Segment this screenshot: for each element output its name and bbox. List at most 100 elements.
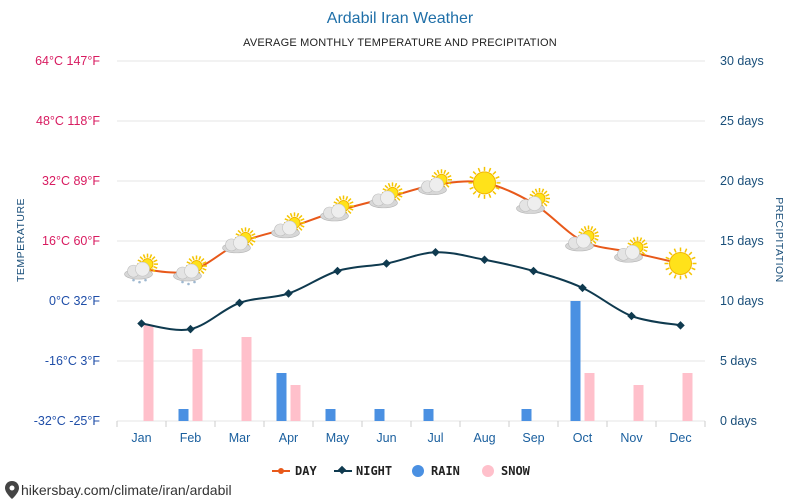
right-tick-label: 10 days — [720, 294, 764, 308]
sun-ray — [578, 231, 583, 235]
sun-ray — [286, 214, 291, 219]
sun-ray — [472, 171, 477, 175]
sun-ray — [673, 274, 677, 279]
sun-ray — [641, 251, 646, 256]
sun-ray — [684, 274, 688, 279]
sun-ray — [447, 181, 452, 185]
sun-ray — [590, 226, 594, 231]
legend-night[interactable]: NIGHT — [334, 464, 392, 478]
sun-disc — [669, 252, 692, 275]
month-label: Mar — [229, 431, 251, 445]
cloud-part — [576, 233, 591, 249]
sun-ray — [691, 267, 696, 271]
sun-ray — [629, 239, 634, 244]
month-label: Jun — [376, 431, 396, 445]
right-tick-label: 15 days — [720, 234, 764, 248]
sun-ray — [202, 261, 207, 265]
snow-bar — [241, 337, 252, 421]
sun-ray — [433, 171, 438, 176]
month-label: Nov — [620, 431, 643, 445]
rain-bar — [423, 409, 434, 421]
sun-ray — [443, 169, 447, 175]
right-tick-label: 30 days — [720, 54, 764, 68]
sun-ray — [235, 233, 240, 237]
snowflake — [132, 278, 135, 282]
sun-ray — [492, 190, 497, 195]
sun-ray — [300, 218, 305, 222]
sun-ray — [477, 193, 481, 198]
rain-bar — [276, 373, 287, 421]
right-axis-title: PRECIPITATION — [773, 197, 785, 282]
sun-ray — [251, 239, 256, 243]
month-labels: Jan Feb Mar Apr May Jun Jul Aug Sep Oct Nov Dec — [131, 431, 691, 445]
sun-ray — [347, 198, 352, 202]
partly-cloudy-icon — [369, 182, 403, 209]
sun-ray — [198, 256, 202, 261]
sun-ray — [139, 256, 144, 261]
sun-ray — [338, 196, 342, 201]
month-label: Jul — [428, 431, 444, 445]
footer-link[interactable]: hikersbay.com/climate/iran/ardabil — [5, 481, 232, 499]
night-point — [284, 289, 293, 298]
snowflake — [138, 280, 141, 284]
sun-ray — [300, 224, 305, 228]
month-label: Sep — [522, 431, 544, 445]
month-label: Jan — [131, 431, 151, 445]
partly-cloudy-icon — [320, 195, 354, 222]
legend-rain[interactable]: RAIN — [412, 464, 460, 478]
left-tick-label: -16°C 3°F — [45, 354, 101, 368]
sun-ray — [643, 249, 648, 252]
snowflake — [144, 278, 147, 282]
legend-snow[interactable]: SNOW — [482, 464, 531, 478]
sun-ray — [335, 198, 340, 202]
legend-day-label: DAY — [295, 464, 317, 478]
partly-cloudy-icon — [271, 212, 305, 239]
cloud-part — [282, 220, 297, 236]
sun-ray — [431, 175, 436, 178]
sun-ray — [632, 237, 636, 242]
legend-rain-label: RAIN — [431, 464, 460, 478]
sun-ray — [153, 259, 158, 263]
sun-ray — [247, 227, 251, 233]
month-label: Feb — [180, 431, 202, 445]
sun-ray — [251, 233, 256, 237]
cloud-part — [380, 190, 395, 206]
sun-ray — [345, 196, 349, 201]
sun-ray — [627, 242, 632, 246]
sun-ray — [529, 193, 534, 197]
sun-ray — [387, 182, 391, 188]
night-point — [333, 266, 342, 276]
sun-ray — [469, 186, 474, 190]
snow-cloud-icon — [173, 255, 207, 286]
sun-ray — [284, 218, 289, 222]
sun-ray — [445, 171, 450, 176]
chart-title: Ardabil Iran Weather — [327, 10, 474, 27]
sun-ray — [347, 210, 352, 214]
night-point — [382, 259, 391, 268]
cloud-part — [184, 263, 199, 279]
sun-ray — [445, 183, 450, 188]
night-line — [141, 251, 681, 331]
sun-ray — [643, 242, 648, 246]
left-tick-label: 64°C 147°F — [35, 54, 100, 68]
weather-icons — [124, 166, 697, 286]
month-label: Aug — [473, 431, 495, 445]
snow-bar — [633, 385, 644, 421]
sun-ray — [191, 256, 195, 261]
snow-bar — [682, 373, 693, 421]
rain-bar — [521, 409, 532, 421]
sun-ray — [472, 190, 477, 195]
sun-ray — [394, 182, 398, 188]
sun-ray — [639, 237, 643, 242]
sun-ray — [202, 267, 207, 271]
sun-ray — [149, 254, 153, 259]
month-label: Oct — [573, 431, 593, 445]
sun-ray — [673, 248, 677, 253]
legend: DAY NIGHT RAIN SNOW — [272, 464, 531, 478]
legend-day[interactable]: DAY — [272, 464, 317, 478]
sun-ray — [436, 169, 440, 175]
temperature-lines — [137, 179, 685, 334]
partly-cloudy-icon — [516, 188, 550, 214]
snowflake — [181, 280, 184, 284]
